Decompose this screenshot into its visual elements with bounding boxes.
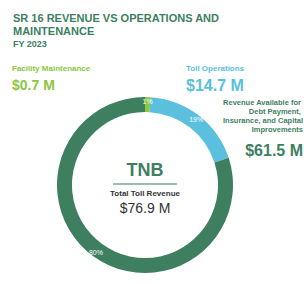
svg-text:Total Toll Revenue: Total Toll Revenue [110,189,180,198]
svg-text:Debt Payment,: Debt Payment, [249,107,303,116]
svg-text:MAINTENANCE: MAINTENANCE [13,25,94,37]
svg-text:$14.7 M: $14.7 M [186,77,244,94]
svg-text:Insurance, and Capital: Insurance, and Capital [223,116,303,125]
svg-text:FY 2023: FY 2023 [13,39,47,49]
svg-text:SR 16 REVENUE VS OPERATIONS AN: SR 16 REVENUE VS OPERATIONS AND [13,12,222,24]
svg-text:$76.9 M: $76.9 M [120,200,171,216]
svg-text:Improvements: Improvements [250,125,303,134]
svg-text:Revenue Available for: Revenue Available for [223,98,303,107]
svg-text:19%: 19% [189,116,203,123]
svg-text:1%: 1% [143,98,153,105]
svg-text:TNB: TNB [127,160,164,180]
svg-text:Toll Operations: Toll Operations [186,64,245,73]
svg-text:80%: 80% [89,249,103,256]
svg-text:Facility Maintenance: Facility Maintenance [12,64,91,73]
svg-text:$61.5 M: $61.5 M [245,142,303,159]
svg-text:$0.7 M: $0.7 M [12,77,55,93]
